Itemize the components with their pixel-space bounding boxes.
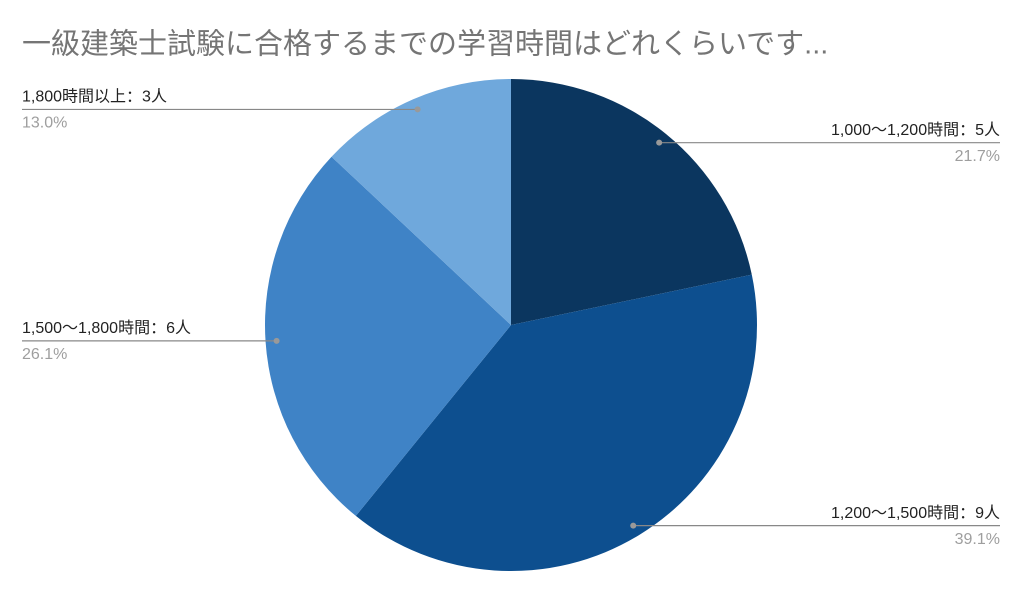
slice-label: 1,200〜1,500時間：9人 [831,504,1000,522]
chart-title: 一級建築士試験に合格するまでの学習時間はどれくらいです... [22,28,828,61]
slice-label: 1,500〜1,800時間：6人 [22,319,191,337]
pie-slice [264,156,511,516]
slice-label: 1,000〜1,200時間：5人 [831,121,1000,139]
slice-percent: 39.1% [955,531,1000,548]
pie-slice [511,79,752,325]
pie-slice [355,274,757,571]
slice-percent: 21.7% [955,148,1000,165]
leader-dot [414,106,421,113]
slice-percent: 26.1% [22,346,67,363]
slice-label: 1,800時間以上：3人 [22,88,167,106]
leader-dot [273,337,280,344]
slice-percent: 13.0% [22,115,67,132]
leader-dot [630,522,637,529]
leader-dot [656,139,663,146]
pie-slice [331,79,511,325]
